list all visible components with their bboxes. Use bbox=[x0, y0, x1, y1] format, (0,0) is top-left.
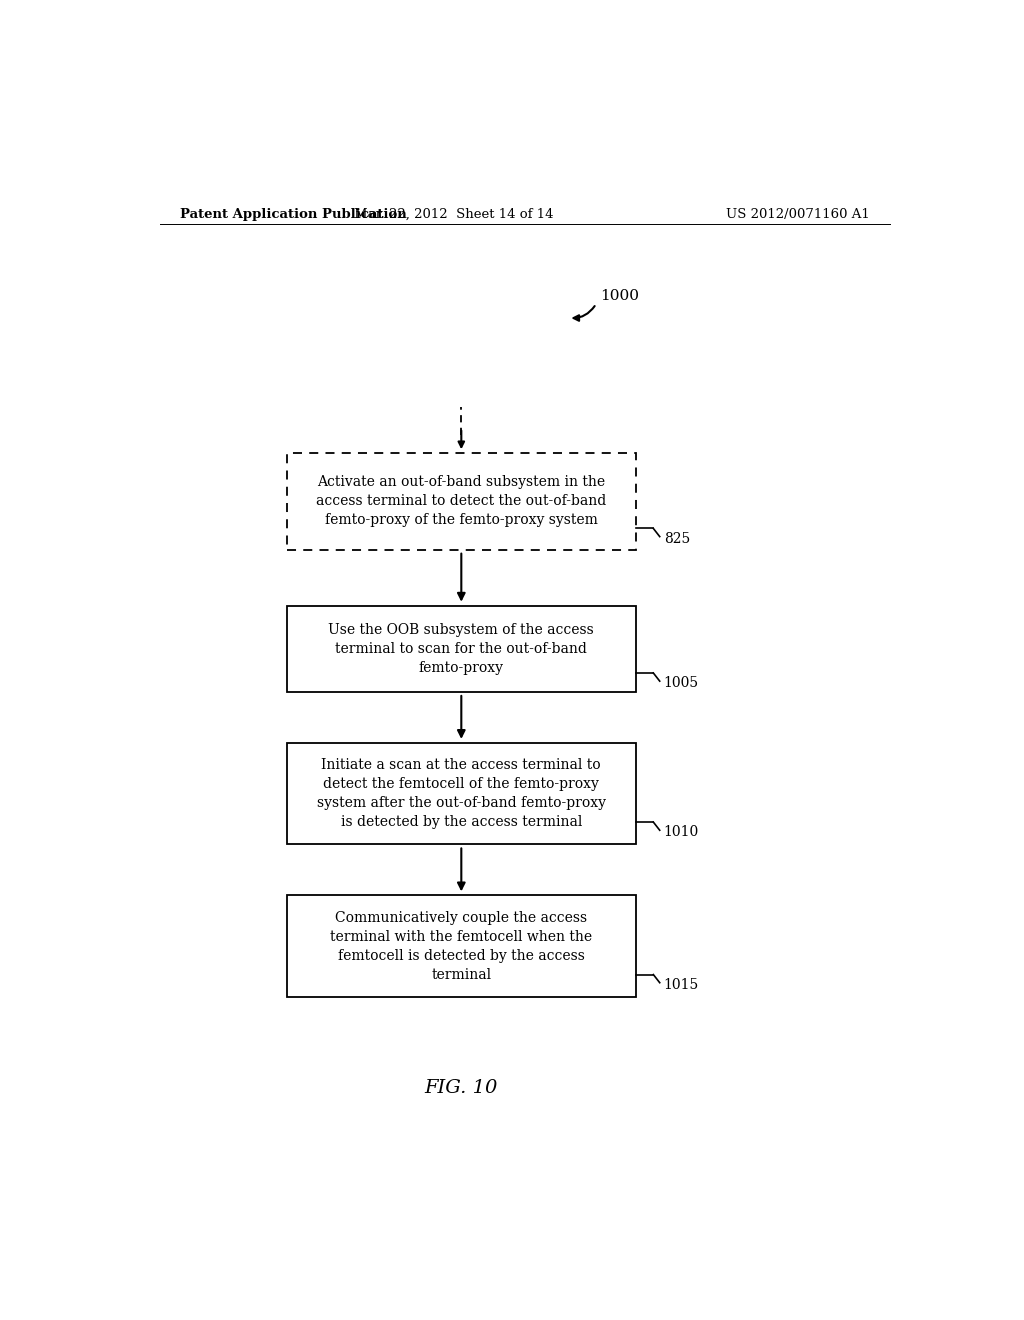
Text: Activate an out-of-band subsystem in the
access terminal to detect the out-of-ba: Activate an out-of-band subsystem in the… bbox=[316, 475, 606, 528]
Text: Initiate a scan at the access terminal to
detect the femtocell of the femto-prox: Initiate a scan at the access terminal t… bbox=[316, 758, 606, 829]
Text: Communicatively couple the access
terminal with the femtocell when the
femtocell: Communicatively couple the access termin… bbox=[331, 911, 592, 982]
Bar bbox=[287, 606, 636, 692]
Text: 1015: 1015 bbox=[664, 978, 699, 991]
Bar bbox=[287, 453, 636, 549]
Text: US 2012/0071160 A1: US 2012/0071160 A1 bbox=[726, 207, 870, 220]
Bar bbox=[287, 895, 636, 997]
Text: Patent Application Publication: Patent Application Publication bbox=[179, 207, 407, 220]
Text: Use the OOB subsystem of the access
terminal to scan for the out-of-band
femto-p: Use the OOB subsystem of the access term… bbox=[329, 623, 594, 675]
Text: Mar. 22, 2012  Sheet 14 of 14: Mar. 22, 2012 Sheet 14 of 14 bbox=[353, 207, 553, 220]
Bar bbox=[287, 743, 636, 845]
Text: 1005: 1005 bbox=[664, 676, 698, 690]
Text: 825: 825 bbox=[664, 532, 690, 545]
Text: FIG. 10: FIG. 10 bbox=[425, 1080, 498, 1097]
Text: 1000: 1000 bbox=[600, 289, 639, 302]
Text: 1010: 1010 bbox=[664, 825, 699, 840]
